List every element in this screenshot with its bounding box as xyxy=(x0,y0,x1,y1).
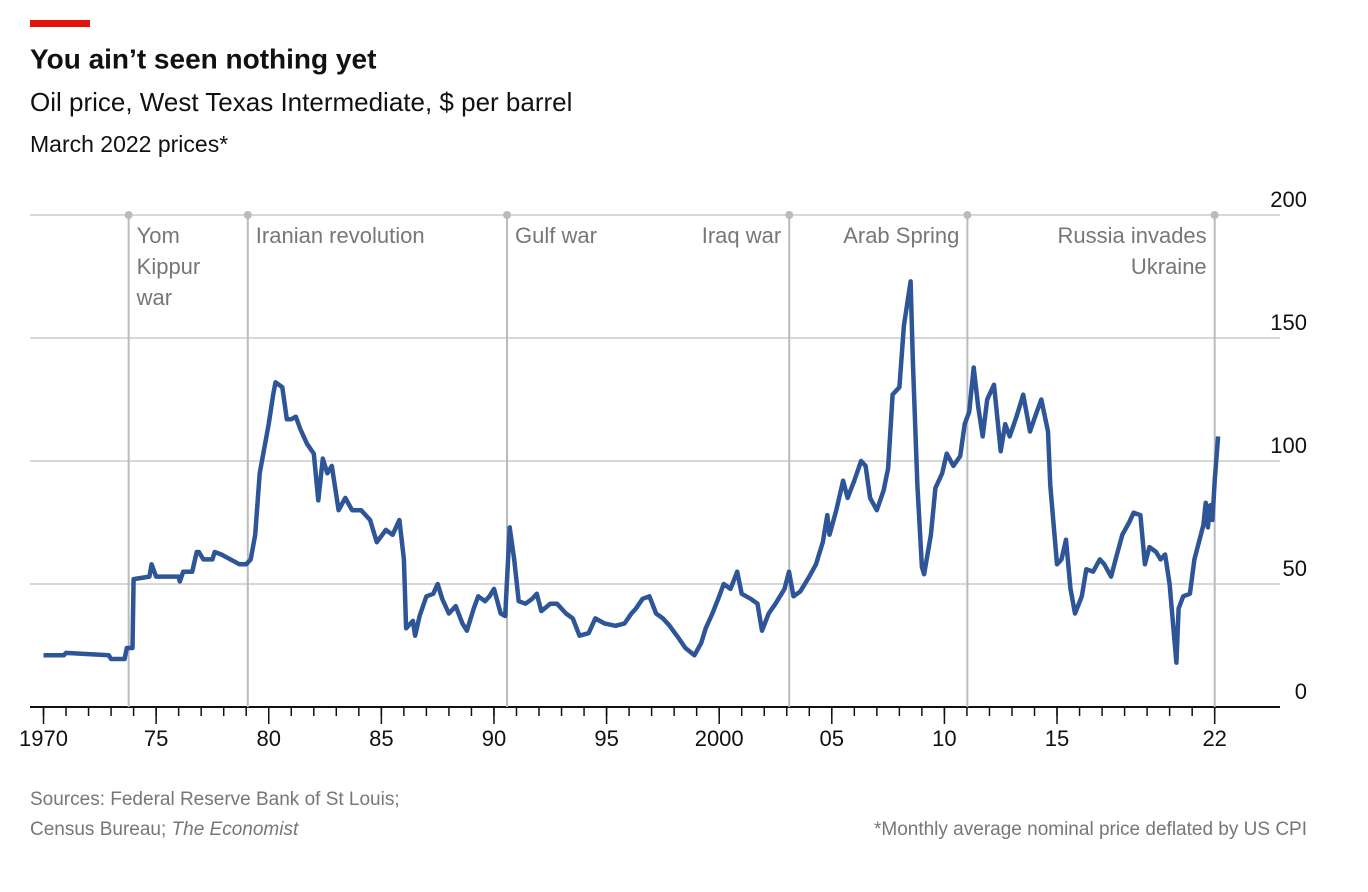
source-italic: The Economist xyxy=(172,819,299,840)
annotation-label: war xyxy=(136,285,172,310)
y-tick-label: 150 xyxy=(1270,310,1307,335)
x-tick-label: 95 xyxy=(594,726,618,751)
x-tick-label: 05 xyxy=(820,726,844,751)
x-tick-label: 1970 xyxy=(19,726,68,751)
annotation-label: Iranian revolution xyxy=(256,223,425,248)
price-line xyxy=(43,279,1221,665)
annotation-label: Ukraine xyxy=(1131,254,1207,279)
annotation-dot xyxy=(963,211,972,219)
x-tick-label: 85 xyxy=(369,726,393,751)
annotation-dot xyxy=(1210,211,1219,219)
footnote: *Monthly average nominal price deflated … xyxy=(874,819,1307,840)
annotation-label: Yom xyxy=(137,223,180,248)
source: Census Bureau; xyxy=(30,819,172,840)
y-tick-label: 200 xyxy=(1270,187,1307,212)
x-tick-label: 75 xyxy=(144,726,168,751)
annotation-label: Russia invades xyxy=(1057,223,1206,248)
annotation-label: Gulf war xyxy=(515,223,597,248)
y-tick-label: 50 xyxy=(1283,556,1307,581)
annotation-label: Kippur xyxy=(137,254,201,279)
source: Sources: Federal Reserve Bank of St Loui… xyxy=(30,789,400,810)
x-tick-label: 2000 xyxy=(695,726,744,751)
annotation-dot xyxy=(243,211,252,219)
x-tick-label: 15 xyxy=(1045,726,1069,751)
annotation-label: Iraq war xyxy=(702,223,781,248)
source: Census Bureau; The Economist xyxy=(30,819,299,840)
y-tick-label: 0 xyxy=(1295,679,1307,704)
x-tick-label: 22 xyxy=(1202,726,1226,751)
x-tick-label: 80 xyxy=(256,726,280,751)
red-bar xyxy=(30,20,90,27)
chart-title: You ain’t seen nothing yet xyxy=(30,43,376,74)
chart-subtitle: Oil price, West Texas Intermediate, $ pe… xyxy=(30,87,572,117)
annotation-dot xyxy=(785,211,794,219)
y-tick-label: 100 xyxy=(1270,433,1307,458)
x-tick-label: 90 xyxy=(482,726,506,751)
x-tick-label: 10 xyxy=(932,726,956,751)
annotation-label: Arab Spring xyxy=(843,223,959,248)
annotation-dot xyxy=(503,211,512,219)
chart-note: March 2022 prices* xyxy=(30,131,228,157)
annotation-dot xyxy=(124,211,133,219)
